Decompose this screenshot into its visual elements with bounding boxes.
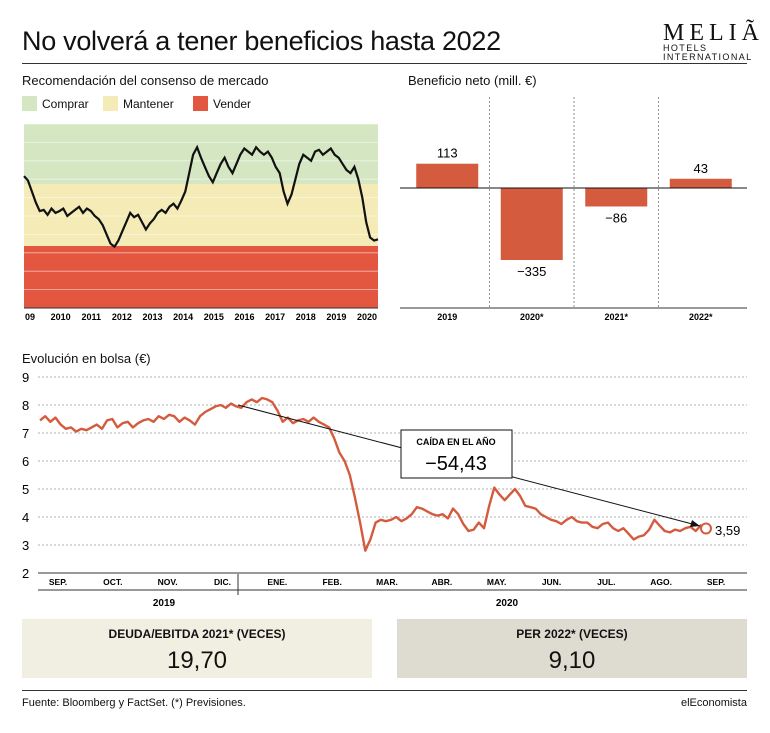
- page-title: No volverá a tener beneficios hasta 2022: [22, 26, 501, 56]
- consensus-tick-label: 2020: [357, 312, 377, 322]
- annotation-label: CAÍDA EN EL AÑO: [416, 437, 495, 447]
- box-per: PER 2022* (VECES) 9,10: [397, 619, 747, 678]
- bars: 113 2019 −335 2020* −86 2021* 43 2022*: [400, 146, 747, 322]
- stock-title: Evolución en bolsa (€): [22, 351, 151, 366]
- consensus-line: [23, 144, 379, 249]
- swatch-comprar: [22, 96, 37, 111]
- box-per-value: 9,10: [548, 647, 596, 674]
- stock-line: [39, 396, 707, 552]
- stock-y-tick-label: 3: [22, 538, 29, 553]
- bar-category-label: 2021*: [604, 312, 628, 322]
- bar: [500, 188, 563, 260]
- footer-source: Fuente: Bloomberg y FactSet. (*) Previsi…: [22, 697, 246, 709]
- annotation-box: [400, 429, 513, 479]
- footer-rule: [22, 690, 747, 691]
- consensus-tick-label: 2011: [82, 312, 102, 322]
- stock-month-label: DIC.: [214, 577, 231, 587]
- stock-month-label: ABR.: [431, 577, 452, 587]
- annotation-value: −54,43: [425, 453, 487, 475]
- consensus-tick-label: 2017: [265, 312, 285, 322]
- bar-value-label: 43: [694, 161, 708, 176]
- stock-y-tick-label: 4: [22, 510, 29, 525]
- stock-month-label: JUL.: [597, 577, 615, 587]
- consensus-title: Recomendación del consenso de mercado: [22, 73, 269, 88]
- consensus-tick-label: 2019: [326, 312, 346, 322]
- logo-sub2: INTERNATIONAL: [663, 52, 753, 62]
- stock-month-label: JUN.: [542, 577, 561, 587]
- bar-category-label: 2022*: [689, 312, 713, 322]
- year-label-2019: 2019: [153, 598, 176, 609]
- bar: [585, 188, 648, 207]
- stock-month-label: ENE.: [267, 577, 287, 587]
- zone-mantener: [24, 184, 378, 246]
- stock-y-tick-label: 8: [22, 398, 29, 413]
- bar: [669, 178, 732, 188]
- stock-month-label: MAR.: [376, 577, 398, 587]
- consensus-tick-label: 09: [25, 312, 35, 322]
- legend-comprar-label: Comprar: [42, 96, 89, 111]
- footer-brand: elEconomista: [680, 697, 747, 709]
- melia-logo: MELIÃ HOTELS INTERNATIONAL: [663, 20, 764, 62]
- bar-grid: [489, 97, 659, 308]
- stock-month-label: OCT.: [103, 577, 122, 587]
- stock-y-tick-label: 2: [22, 566, 29, 581]
- consensus-tick-label: 2012: [112, 312, 132, 322]
- legend-mantener: Mantener: [103, 96, 174, 111]
- swatch-mantener: [103, 96, 118, 111]
- box-deuda-label: DEUDA/EBITDA 2021* (VECES): [108, 627, 286, 641]
- stock-month-label: SEP.: [49, 577, 67, 587]
- consensus-tick-label: 2018: [296, 312, 316, 322]
- bar-title: Beneficio neto (mill. €): [408, 73, 537, 88]
- stock-month-label: SEP.: [707, 577, 725, 587]
- logo-sub1: HOTELS: [663, 43, 708, 53]
- zone-comprar: [24, 124, 378, 184]
- bar-value-label: −335: [517, 264, 546, 279]
- stock-y-tick-label: 9: [22, 370, 29, 385]
- box-per-label: PER 2022* (VECES): [516, 627, 628, 641]
- last-value-marker: [700, 522, 712, 535]
- legend-mantener-label: Mantener: [123, 96, 174, 111]
- bar-value-label: 113: [437, 146, 458, 161]
- logo-name: MELIÃ: [663, 20, 764, 46]
- stock-month-label: FEB.: [322, 577, 341, 587]
- consensus-tick-label: 2016: [234, 312, 254, 322]
- stock-y-tick-label: 6: [22, 454, 29, 469]
- stock-y-ticks: 9 8 7 6 5 4 3 2: [22, 370, 29, 581]
- consensus-tick-label: 2013: [143, 312, 163, 322]
- stock-grid: [38, 376, 747, 574]
- stock-month-label: NOV.: [158, 577, 178, 587]
- year-label-2020: 2020: [496, 598, 519, 609]
- zone-vender: [24, 246, 378, 308]
- bar-value-label: −86: [605, 210, 627, 225]
- bar: [416, 163, 479, 188]
- stock-month-label: AGO.: [650, 577, 672, 587]
- stock-y-tick-label: 7: [22, 426, 29, 441]
- stock-month-label: MAY.: [487, 577, 507, 587]
- consensus-tick-label: 2010: [51, 312, 71, 322]
- legend-comprar: Comprar: [22, 96, 89, 111]
- stock-y-tick-label: 5: [22, 482, 29, 497]
- consensus-tick-label: 2014: [173, 312, 193, 322]
- swatch-vender: [193, 96, 208, 111]
- bar-category-label: 2019: [437, 312, 457, 322]
- consensus-x-ticks: 09 2010 2011 2012 2013 2014 2015 2016 2017 2018 20…: [25, 312, 377, 322]
- box-deuda: DEUDA/EBITDA 2021* (VECES) 19,70: [22, 619, 372, 678]
- last-value-label: 3,59: [715, 523, 740, 538]
- title-rule: [22, 63, 747, 64]
- bar-category-label: 2020*: [520, 312, 544, 322]
- annotation-arrowhead: [690, 520, 700, 527]
- box-deuda-value: 19,70: [166, 647, 228, 674]
- consensus-tick-label: 2015: [204, 312, 224, 322]
- legend-vender: Vender: [193, 96, 251, 111]
- stock-month-ticks: SEP. OCT. NOV. DIC. ENE. FEB. MAR. ABR. MAY. JUN.…: [49, 577, 725, 587]
- legend-vender-label: Vender: [213, 96, 252, 111]
